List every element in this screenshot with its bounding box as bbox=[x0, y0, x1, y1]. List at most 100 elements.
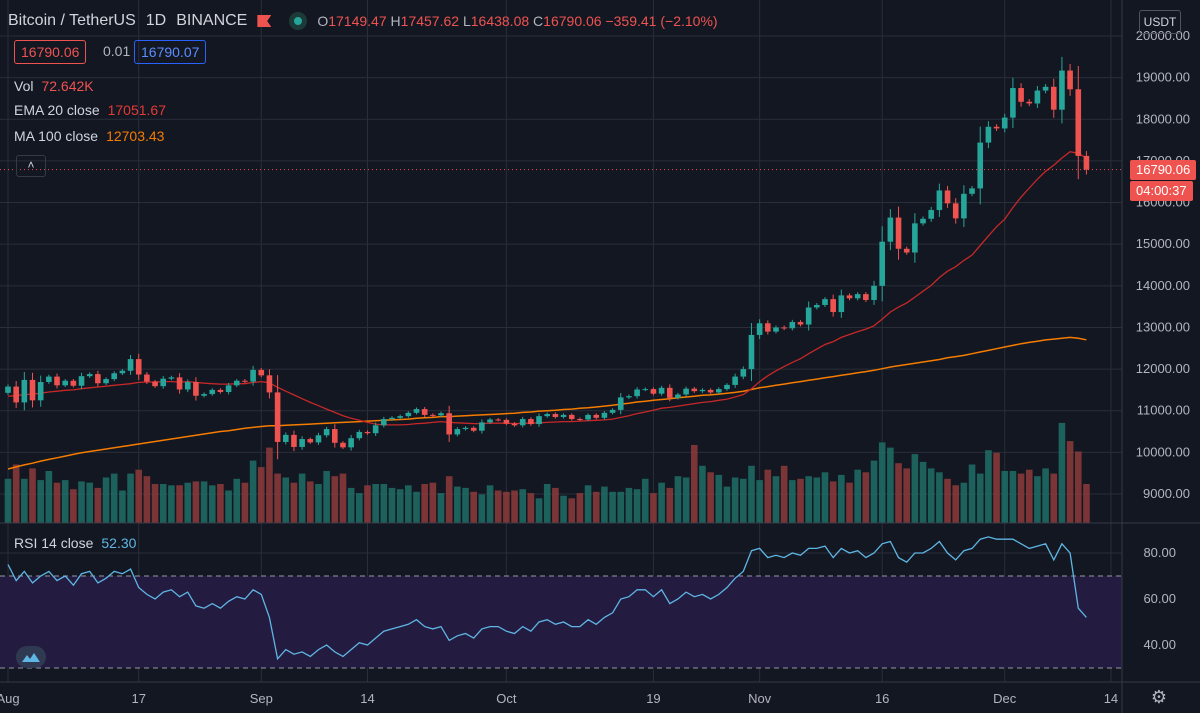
volume-bar bbox=[86, 482, 93, 523]
candle-body bbox=[21, 379, 28, 403]
volume-bar bbox=[4, 478, 12, 523]
candle-body bbox=[830, 299, 836, 313]
ma-value: 12703.43 bbox=[106, 128, 165, 144]
candle-body bbox=[46, 376, 52, 382]
candle-body bbox=[732, 376, 738, 385]
volume-bar bbox=[282, 477, 290, 523]
volume-bar bbox=[976, 473, 984, 523]
candle-body bbox=[421, 409, 428, 415]
volume-bar bbox=[813, 477, 821, 523]
flag-icon[interactable] bbox=[257, 15, 272, 27]
candle-body bbox=[707, 389, 714, 393]
candle-body bbox=[127, 359, 134, 371]
candle-body bbox=[961, 193, 967, 219]
open-value: 17149.47 bbox=[328, 13, 387, 29]
volume-bar bbox=[985, 450, 992, 523]
volume-bar bbox=[356, 493, 363, 523]
candle-body bbox=[1018, 88, 1024, 102]
spread-value: 0.01 bbox=[103, 43, 131, 59]
volume-bar bbox=[960, 482, 968, 523]
volume-bar bbox=[208, 485, 216, 523]
candle-body bbox=[952, 203, 959, 219]
volume-bar bbox=[388, 487, 396, 523]
time-tick-label: 16 bbox=[875, 691, 889, 706]
volume-bar bbox=[233, 478, 241, 523]
candle-body bbox=[560, 414, 567, 417]
volume-bar bbox=[380, 484, 388, 523]
volume-bar bbox=[690, 445, 698, 523]
candle-body bbox=[805, 307, 812, 325]
volume-bar bbox=[315, 484, 322, 523]
rsi-legend[interactable]: RSI 14 close 52.30 bbox=[14, 535, 137, 551]
volume-bar bbox=[511, 490, 518, 523]
chevron-up-icon[interactable]: ˄ bbox=[16, 155, 46, 177]
bar-countdown-label: 04:00:37 bbox=[1130, 180, 1193, 201]
volume-bar bbox=[838, 474, 845, 523]
candle-body bbox=[144, 374, 150, 382]
volume-bar bbox=[789, 480, 796, 523]
volume-bar bbox=[919, 461, 927, 523]
tradingview-logo-icon[interactable] bbox=[16, 646, 46, 668]
time-tick-label: Oct bbox=[496, 691, 517, 706]
price-tick-label: 9000.00 bbox=[1143, 486, 1190, 501]
ma-legend[interactable]: MA 100 close 12703.43 bbox=[14, 128, 165, 144]
volume-legend[interactable]: Vol 72.642K bbox=[14, 78, 94, 94]
candle-body bbox=[838, 295, 845, 313]
volume-bar bbox=[217, 484, 224, 523]
volume-bar bbox=[552, 487, 559, 523]
high-value: 17457.62 bbox=[400, 13, 460, 29]
candle-body bbox=[912, 223, 918, 253]
volume-bar bbox=[584, 485, 592, 523]
volume-bar bbox=[168, 485, 175, 523]
candle-body bbox=[217, 389, 224, 392]
volume-bar bbox=[12, 464, 20, 523]
candle-body bbox=[650, 389, 657, 394]
candle-body bbox=[119, 370, 126, 374]
candle-body bbox=[1075, 89, 1082, 156]
rsi-level-lines bbox=[0, 575, 1122, 669]
volume-bar bbox=[372, 484, 379, 523]
volume-bar bbox=[494, 490, 502, 523]
volume-bar bbox=[110, 473, 118, 523]
candle-body bbox=[233, 380, 240, 386]
candle-body bbox=[438, 413, 444, 416]
candle-body bbox=[364, 431, 371, 434]
price-tick-label: 12000.00 bbox=[1136, 361, 1190, 376]
volume-bar bbox=[543, 484, 551, 523]
candle-body bbox=[511, 423, 518, 426]
market-open-icon bbox=[289, 12, 308, 30]
interval-label[interactable]: 1D bbox=[145, 12, 167, 29]
candle-body bbox=[332, 429, 338, 443]
volume-bar bbox=[927, 468, 935, 523]
symbol-name[interactable]: Bitcoin / TetherUS bbox=[8, 12, 136, 29]
price-tick-label: 13000.00 bbox=[1136, 319, 1190, 334]
sell-price-box[interactable]: 16790.06 bbox=[14, 40, 87, 64]
volume-bar bbox=[184, 482, 192, 523]
candle-body bbox=[13, 386, 19, 403]
gear-icon[interactable]: ⚙ bbox=[1150, 687, 1168, 707]
volume-bar bbox=[805, 476, 812, 523]
candle-body bbox=[193, 381, 199, 396]
candle-body bbox=[944, 190, 951, 204]
volume-bar bbox=[364, 485, 371, 523]
volume-bar bbox=[45, 471, 53, 523]
time-tick-label: 14 bbox=[1104, 691, 1118, 706]
candle-body bbox=[634, 389, 640, 397]
candle-body bbox=[822, 299, 828, 305]
currency-button[interactable]: USDT bbox=[1139, 10, 1181, 34]
volume-bar bbox=[560, 495, 567, 523]
volume-bar bbox=[61, 480, 69, 523]
volume-bar bbox=[903, 468, 910, 523]
candle-body bbox=[29, 379, 36, 401]
volume-bar bbox=[298, 473, 306, 523]
volume-bar bbox=[780, 465, 788, 523]
volume-bar bbox=[241, 482, 249, 523]
buy-price-box[interactable]: 16790.07 bbox=[134, 40, 207, 64]
volume-bar bbox=[53, 482, 61, 523]
volume-bar bbox=[641, 478, 649, 523]
candle-body bbox=[536, 416, 542, 425]
time-tick-label: Sep bbox=[250, 691, 273, 706]
ema-legend[interactable]: EMA 20 close 17051.67 bbox=[14, 102, 167, 118]
price-tick-label: 15000.00 bbox=[1136, 236, 1190, 251]
